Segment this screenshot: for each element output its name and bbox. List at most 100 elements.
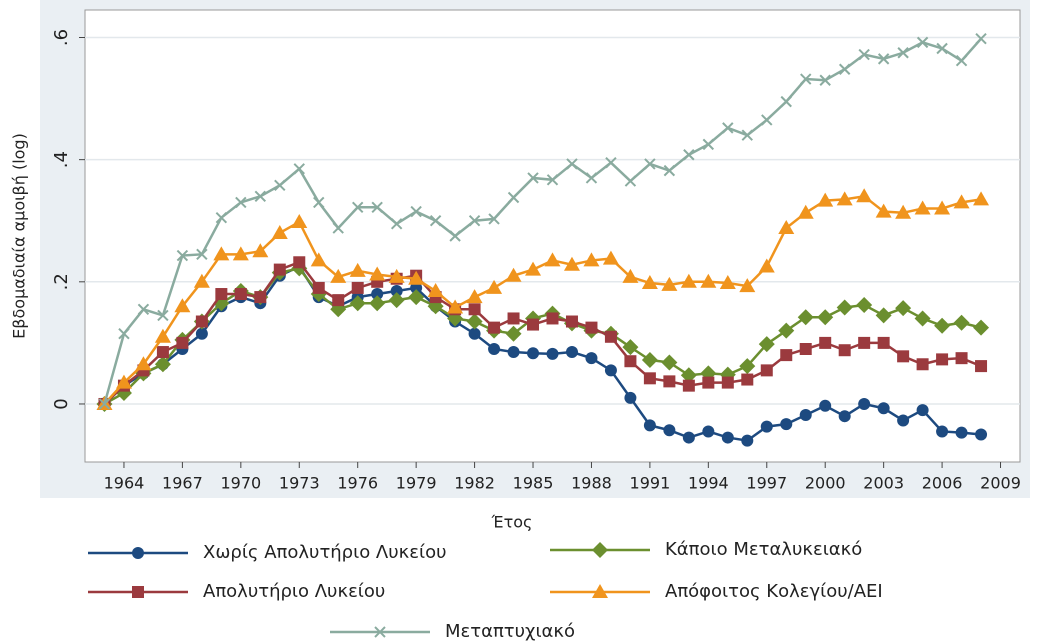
- marker: [176, 336, 189, 349]
- marker: [310, 252, 327, 267]
- marker: [154, 356, 171, 373]
- marker: [135, 356, 152, 371]
- plot-area: [84, 9, 1021, 463]
- x-tick-label: 2003: [863, 474, 904, 493]
- marker: [877, 336, 890, 349]
- marker: [914, 200, 931, 215]
- marker: [975, 360, 988, 373]
- marker: [137, 303, 150, 316]
- marker: [132, 547, 144, 559]
- marker: [877, 53, 890, 65]
- legend-label: Κάποιο Μεταλυκειακό: [665, 539, 862, 560]
- marker: [196, 248, 208, 261]
- marker: [897, 350, 910, 363]
- marker: [799, 408, 812, 421]
- marker: [858, 397, 871, 410]
- marker: [622, 268, 639, 283]
- marker: [429, 215, 442, 227]
- marker: [583, 252, 600, 267]
- marker: [274, 179, 286, 192]
- marker: [466, 289, 483, 304]
- marker: [592, 584, 608, 598]
- marker: [641, 351, 658, 368]
- marker: [624, 355, 637, 368]
- marker: [156, 346, 169, 359]
- marker: [312, 281, 325, 294]
- marker: [527, 318, 540, 331]
- legend-label: Απολυτήριο Λυκείου: [203, 581, 385, 602]
- marker: [215, 288, 228, 301]
- x-axis-label: Έτος: [491, 513, 533, 532]
- marker: [332, 222, 344, 234]
- marker: [916, 36, 929, 49]
- marker: [760, 364, 773, 377]
- marker: [719, 275, 736, 290]
- marker: [546, 174, 559, 186]
- marker: [505, 267, 522, 282]
- marker: [739, 358, 756, 375]
- marker: [661, 276, 678, 291]
- marker: [780, 95, 792, 108]
- marker: [488, 213, 500, 225]
- marker: [875, 203, 892, 218]
- marker: [505, 325, 522, 342]
- marker: [374, 626, 386, 638]
- x-tick-label: 1997: [746, 474, 787, 493]
- marker: [388, 292, 405, 309]
- marker: [176, 249, 189, 262]
- marker: [585, 352, 598, 365]
- marker: [232, 246, 249, 261]
- marker: [683, 149, 695, 161]
- marker: [836, 191, 853, 206]
- marker: [118, 328, 130, 340]
- marker: [154, 328, 171, 343]
- marker: [780, 349, 793, 362]
- x-tick-label: 1973: [279, 474, 320, 493]
- marker: [369, 266, 386, 281]
- marker: [252, 243, 269, 258]
- marker: [895, 204, 912, 219]
- marker: [936, 425, 949, 438]
- marker: [973, 319, 990, 336]
- marker: [468, 215, 481, 227]
- marker: [797, 204, 814, 219]
- marker: [488, 343, 501, 355]
- marker: [369, 295, 386, 312]
- marker: [799, 343, 812, 355]
- marker: [408, 270, 425, 285]
- marker: [721, 431, 734, 444]
- marker: [680, 273, 697, 288]
- marker: [973, 191, 990, 206]
- marker: [332, 294, 345, 307]
- marker: [858, 336, 871, 349]
- marker: [566, 158, 578, 170]
- marker: [330, 268, 347, 283]
- x-tick-label: 1994: [688, 474, 729, 493]
- marker: [916, 358, 929, 371]
- marker: [132, 586, 144, 598]
- marker: [838, 63, 851, 75]
- marker: [313, 196, 325, 209]
- marker: [215, 211, 228, 224]
- y-tick-label: .2: [51, 273, 72, 290]
- marker: [254, 291, 267, 304]
- marker: [447, 299, 464, 314]
- marker: [293, 163, 305, 175]
- marker: [349, 262, 366, 277]
- marker: [819, 399, 832, 412]
- marker: [349, 295, 366, 312]
- marker: [351, 281, 364, 294]
- marker: [352, 201, 364, 213]
- marker: [916, 404, 929, 417]
- marker: [936, 353, 949, 366]
- marker: [680, 367, 697, 384]
- y-tick-label: 0: [51, 398, 72, 409]
- marker: [643, 372, 656, 385]
- marker: [797, 309, 814, 326]
- marker: [235, 196, 247, 209]
- x-tick-label: 1970: [220, 474, 261, 493]
- marker: [702, 376, 715, 389]
- marker: [468, 303, 481, 316]
- marker: [836, 299, 853, 316]
- marker: [371, 288, 384, 301]
